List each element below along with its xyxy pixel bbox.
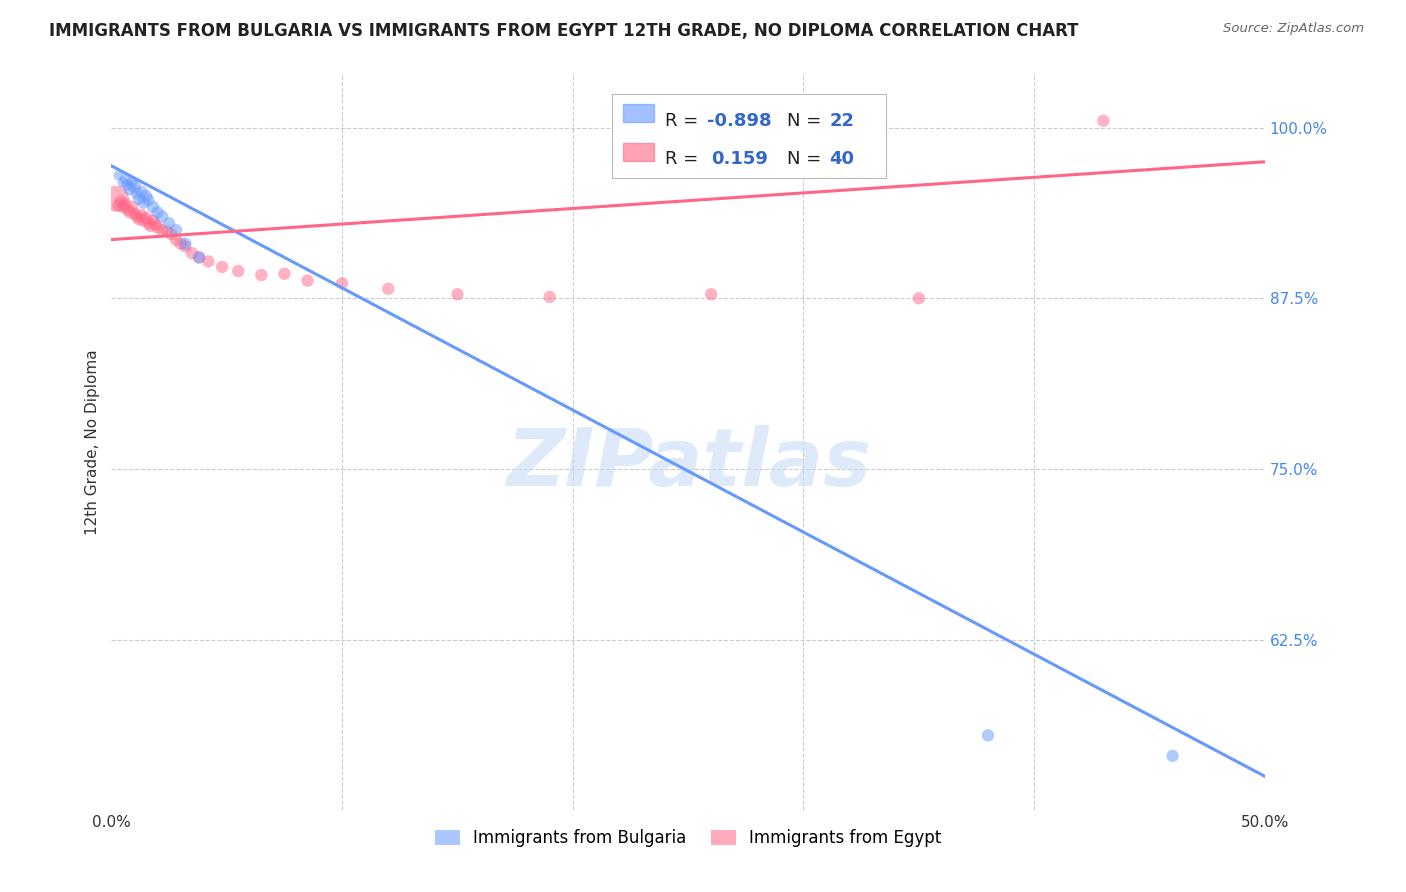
Text: ZIPatlas: ZIPatlas xyxy=(506,425,870,503)
Point xyxy=(160,227,183,241)
Point xyxy=(117,202,139,217)
Point xyxy=(125,210,148,224)
Text: IMMIGRANTS FROM BULGARIA VS IMMIGRANTS FROM EGYPT 12TH GRADE, NO DIPLOMA CORRELA: IMMIGRANTS FROM BULGARIA VS IMMIGRANTS F… xyxy=(49,22,1078,40)
Point xyxy=(136,193,159,207)
Point xyxy=(181,246,204,260)
Text: 40: 40 xyxy=(830,150,855,168)
Point xyxy=(156,224,179,238)
Point xyxy=(135,189,157,203)
Point xyxy=(107,169,129,183)
Y-axis label: 12th Grade, No Diploma: 12th Grade, No Diploma xyxy=(86,349,100,534)
Point xyxy=(1092,113,1115,128)
Point xyxy=(377,282,399,296)
Point xyxy=(165,233,187,247)
Point xyxy=(538,290,561,304)
Point xyxy=(121,175,143,189)
Text: -0.898: -0.898 xyxy=(707,112,772,129)
Point xyxy=(150,210,173,224)
Point xyxy=(125,186,148,201)
Point xyxy=(250,268,273,282)
Legend: Immigrants from Bulgaria, Immigrants from Egypt: Immigrants from Bulgaria, Immigrants fro… xyxy=(427,822,949,854)
Text: N =: N = xyxy=(787,112,827,129)
Point xyxy=(197,254,219,268)
Point xyxy=(131,185,153,199)
Point xyxy=(157,216,180,230)
Point xyxy=(174,239,197,253)
Point xyxy=(110,194,132,209)
Text: 22: 22 xyxy=(830,112,855,129)
Point xyxy=(128,212,150,227)
Point xyxy=(142,200,165,214)
Point xyxy=(114,197,136,211)
Point xyxy=(226,264,249,278)
Text: Source: ZipAtlas.com: Source: ZipAtlas.com xyxy=(1223,22,1364,36)
Point xyxy=(118,182,141,196)
Point xyxy=(105,192,128,206)
Point xyxy=(188,251,211,265)
Point xyxy=(132,195,155,210)
Point xyxy=(169,236,191,251)
Point xyxy=(124,179,146,194)
Point xyxy=(174,236,197,251)
Point xyxy=(188,251,211,265)
Point xyxy=(117,178,139,192)
Point xyxy=(146,220,169,235)
Point xyxy=(446,287,468,301)
Point xyxy=(700,287,723,301)
Point xyxy=(118,205,141,219)
Point xyxy=(330,277,353,291)
Point xyxy=(139,219,162,233)
Point xyxy=(121,200,143,214)
Text: 0.159: 0.159 xyxy=(711,150,768,168)
Point xyxy=(143,218,166,232)
Point xyxy=(111,200,134,214)
Point xyxy=(131,208,153,222)
Point xyxy=(114,172,136,186)
Point xyxy=(136,216,159,230)
Point xyxy=(1161,748,1184,763)
Text: N =: N = xyxy=(787,150,827,168)
Point xyxy=(142,213,165,227)
Point xyxy=(297,274,319,288)
Point xyxy=(273,267,295,281)
Point xyxy=(165,223,187,237)
Point xyxy=(128,192,150,206)
Point xyxy=(107,198,129,212)
Point xyxy=(908,291,931,305)
Point xyxy=(111,175,134,189)
Point xyxy=(132,213,155,227)
Point xyxy=(211,260,233,274)
Text: R =: R = xyxy=(665,150,704,168)
Text: R =: R = xyxy=(665,112,704,129)
Point xyxy=(146,205,169,219)
Point xyxy=(135,211,157,225)
Point xyxy=(150,223,173,237)
Point xyxy=(977,728,1000,742)
Point xyxy=(124,207,146,221)
